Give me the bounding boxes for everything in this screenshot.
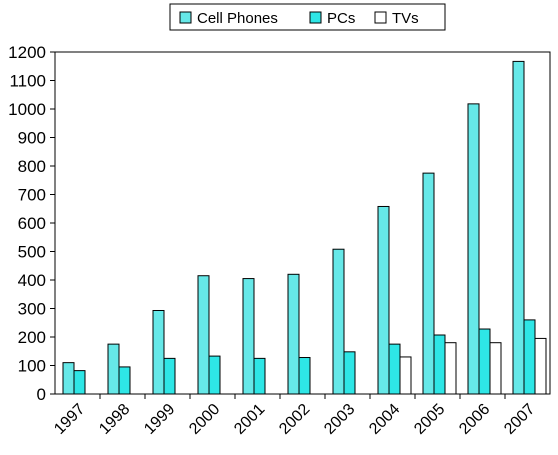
- y-tick-label: 1200: [8, 43, 46, 62]
- plot-area-border: [54, 51, 551, 395]
- bar-pcs-2004: [388, 343, 401, 395]
- bars: [62, 60, 547, 395]
- bar-cell-phones-1998: [107, 343, 120, 395]
- legend: Cell Phones PCs TVs: [169, 3, 446, 31]
- bar-pcs-1999: [163, 357, 176, 395]
- bar-cell-phones-2004: [377, 205, 390, 395]
- x-tick-label: 2002: [276, 401, 313, 438]
- y-tick-label: 400: [18, 271, 46, 290]
- bar-tvs-2007: [534, 337, 547, 395]
- x-tick-label: 2003: [321, 401, 358, 438]
- x-tick-label: 2007: [501, 401, 538, 438]
- legend-box: [169, 3, 446, 31]
- y-tick-label: 600: [18, 214, 46, 233]
- y-tick-label: 300: [18, 300, 46, 319]
- x-tick-label: 1999: [141, 401, 178, 438]
- bar-tvs-2006: [489, 342, 502, 395]
- bar-cell-phones-1997: [62, 362, 75, 395]
- y-tick-label: 0: [37, 385, 46, 404]
- bar-pcs-1998: [118, 366, 131, 395]
- legend-label-tvs: TVs: [392, 10, 419, 27]
- bar-cell-phones-2003: [332, 248, 345, 395]
- x-axis: 1997 1998 1999 2000 2001 2002 2003 2004 2005 2006…: [51, 394, 538, 438]
- y-axis: 0 100 200 300 400 500 600 700 800 900 1000 1100 1200: [8, 43, 55, 404]
- bar-pcs-2007: [523, 319, 536, 395]
- bar-tvs-2004: [399, 356, 412, 395]
- y-tick-label: 500: [18, 243, 46, 262]
- bar-cell-phones-1999: [152, 309, 165, 395]
- bar-cell-phones-2007: [512, 60, 525, 395]
- bar-pcs-2003: [343, 351, 356, 395]
- x-tick-label: 1998: [96, 401, 133, 438]
- bar-cell-phones-2002: [287, 273, 300, 395]
- legend-label-cell-phones: Cell Phones: [197, 10, 278, 27]
- x-tick-label: 2005: [411, 401, 448, 438]
- bar-pcs-2002: [298, 357, 311, 395]
- legend-swatch-pcs: [309, 11, 322, 24]
- legend-swatch-cell-phones: [179, 11, 192, 24]
- y-tick-label: 1100: [9, 72, 46, 91]
- y-tick-label: 200: [18, 328, 46, 347]
- x-tick-label: 2001: [231, 401, 268, 438]
- x-tick-label: 1997: [51, 401, 88, 438]
- bar-pcs-2006: [478, 328, 491, 395]
- y-tick-label: 900: [18, 129, 46, 148]
- y-tick-label: 800: [18, 157, 46, 176]
- bar-cell-phones-2005: [422, 172, 435, 395]
- bar-cell-phones-2006: [467, 103, 480, 395]
- legend-label-pcs: PCs: [327, 10, 355, 27]
- bar-pcs-1997: [73, 370, 86, 395]
- bar-tvs-2005: [444, 342, 457, 395]
- bar-pcs-2005: [433, 334, 446, 395]
- bar-pcs-2001: [253, 357, 266, 395]
- legend-swatch-tvs: [374, 11, 387, 24]
- bar-cell-phones-2000: [197, 275, 210, 395]
- x-tick-label: 2000: [186, 401, 223, 438]
- y-tick-label: 1000: [8, 100, 46, 119]
- bar-cell-phones-2001: [242, 278, 255, 395]
- y-tick-label: 100: [18, 357, 46, 376]
- x-tick-label: 2006: [456, 401, 493, 438]
- bar-pcs-2000: [208, 355, 221, 395]
- x-tick-label: 2004: [366, 401, 403, 438]
- y-tick-label: 700: [18, 186, 46, 205]
